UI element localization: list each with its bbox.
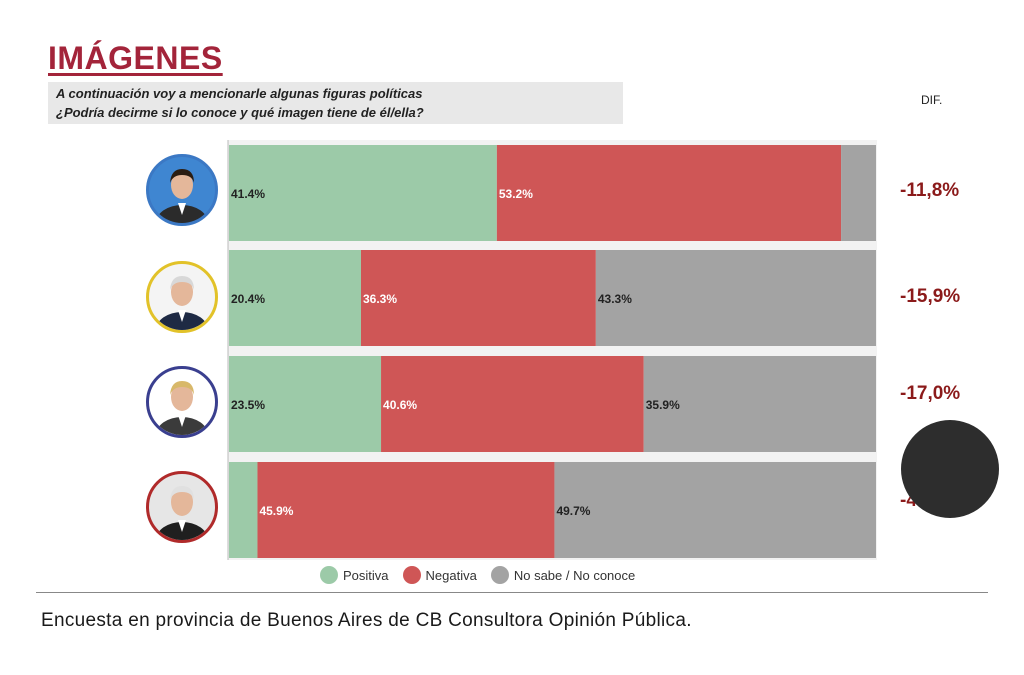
redaction-dot	[901, 420, 999, 518]
question-line-1: A continuación voy a mencionarle algunas…	[56, 86, 423, 101]
data-label-negativa-row-2: 36.3%	[363, 292, 397, 306]
diff-value-row-2: -15,9%	[900, 286, 961, 307]
dif-column-header: DIF.	[921, 93, 943, 107]
data-label-negativa-row-3: 40.6%	[383, 398, 417, 412]
data-label-no-sabe-row-3: 35.9%	[646, 398, 680, 412]
avatar-1	[146, 154, 218, 226]
legend-swatch-no-sabe	[490, 566, 509, 584]
avatar-3	[146, 366, 218, 438]
data-label-negativa-row-1: 53.2%	[499, 187, 533, 201]
caption: Encuesta en provincia de Buenos Aires de…	[41, 610, 692, 631]
bar-negativa-row-2	[360, 250, 596, 346]
page-title: IMÁGENES	[48, 40, 223, 76]
data-label-positiva-row-3: 23.5%	[231, 398, 265, 412]
stacked-bar-chart: 41.4% 53.2% 20.4% 36.3% 43.3% 23.5% 40.6% 35.9%…	[227, 140, 877, 560]
data-label-positiva-row-2: 20.4%	[231, 292, 265, 306]
bar-negativa-row-4	[257, 462, 555, 558]
divider	[36, 592, 988, 593]
avatar-2	[146, 261, 218, 333]
legend-item-no-sabe: No sabe / No conoce	[490, 566, 636, 584]
data-label-no-sabe-row-4: 49.7%	[556, 504, 590, 518]
diff-value-row-3: -17,0%	[900, 383, 961, 404]
person-photo-icon	[156, 486, 208, 540]
diff-value-row-1: -11,8%	[900, 180, 960, 201]
bar-no-sabe-row-2	[595, 250, 876, 346]
avatar-4	[146, 471, 218, 543]
legend-item-negativa: Negativa	[402, 566, 477, 584]
data-label-negativa-row-4: 45.9%	[259, 504, 293, 518]
bar-negativa-row-1	[496, 145, 842, 241]
legend-label-negativa: Negativa	[425, 567, 477, 583]
legend-swatch-negativa	[402, 566, 421, 584]
data-label-no-sabe-row-2: 43.3%	[598, 292, 632, 306]
bar-no-sabe-row-4	[554, 462, 876, 558]
question-line-2: ¿Podría decirme si lo conoce y qué image…	[56, 105, 424, 120]
chart-legend: Positiva Negativa No sabe / No conoce	[320, 566, 635, 584]
person-photo-icon	[156, 381, 208, 435]
survey-slide: IMÁGENES A continuación voy a mencionarl…	[48, 40, 999, 584]
bar-positiva-row-3	[229, 356, 382, 452]
bar-no-sabe-row-3	[643, 356, 876, 452]
bar-no-sabe-row-1	[841, 145, 876, 241]
legend-swatch-positiva	[320, 566, 338, 584]
bar-positiva-row-2	[229, 250, 361, 346]
person-photo-icon	[156, 276, 208, 330]
data-label-positiva-row-1: 41.4%	[231, 187, 265, 201]
legend-label-no-sabe: No sabe / No conoce	[513, 567, 636, 583]
survey-question: A continuación voy a mencionarle algunas…	[48, 82, 623, 124]
bar-positiva-row-4	[229, 462, 258, 558]
legend-item-positiva: Positiva	[320, 566, 389, 584]
bar-positiva-row-1	[229, 145, 497, 241]
bar-negativa-row-3	[381, 356, 644, 452]
person-photo-icon	[156, 169, 208, 223]
legend-label-positiva: Positiva	[343, 567, 389, 583]
